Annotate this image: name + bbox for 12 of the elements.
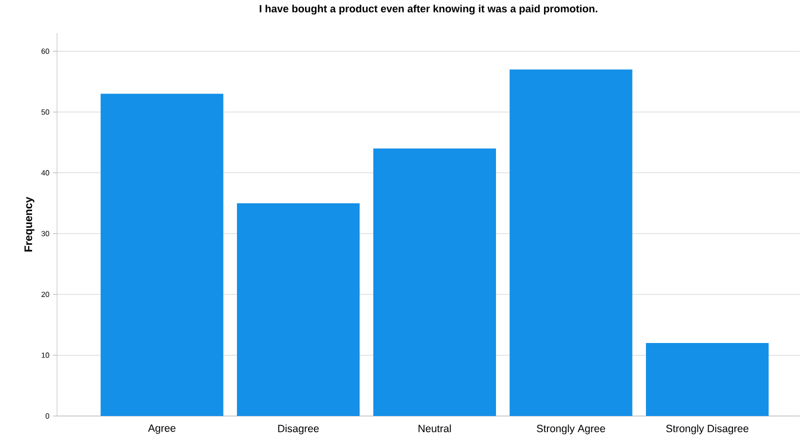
bar — [510, 69, 632, 416]
x-tick-label: Strongly Agree — [536, 424, 606, 434]
x-tick-label: Strongly Disagree — [666, 424, 748, 434]
x-tick-label: Neutral — [418, 424, 451, 432]
bar — [236, 203, 360, 416]
bar — [373, 148, 496, 416]
x-tick-label: Agree — [148, 424, 176, 434]
y-axis-title: Frequency — [24, 196, 34, 252]
chart-title: I have bought a product even after knowing it was a paid promotion. — [260, 4, 598, 14]
bar — [100, 94, 224, 416]
bar — [646, 343, 769, 416]
x-tick-label: Disagree — [278, 424, 319, 434]
